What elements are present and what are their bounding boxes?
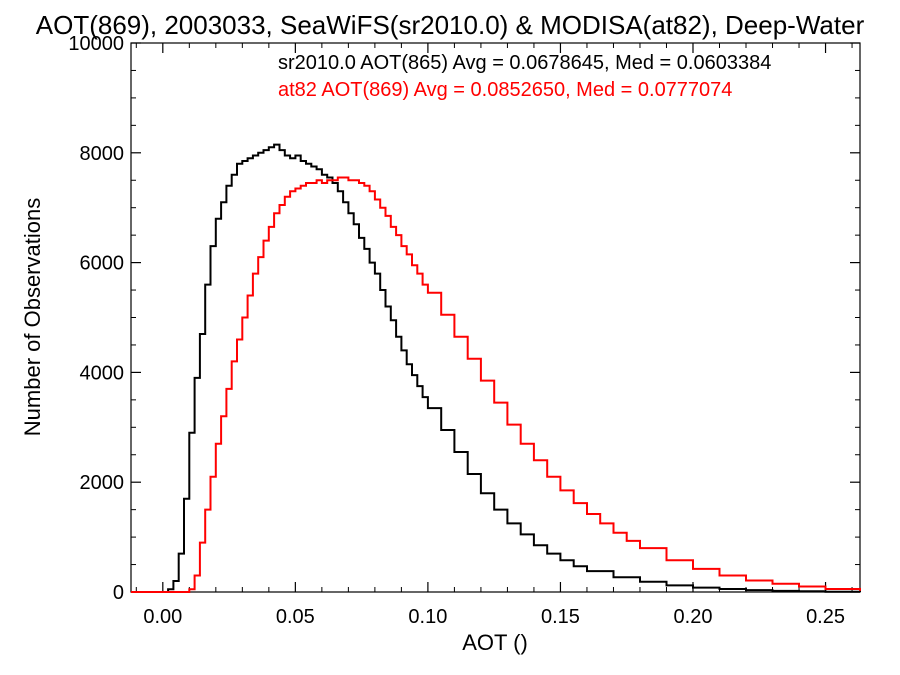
annotation-at82: at82 AOT(869) Avg = 0.0852650, Med = 0.0… [278, 79, 732, 101]
series-sr2010-line [131, 143, 861, 593]
annotation-sr2010: sr2010.0 AOT(865) Avg = 0.0678645, Med =… [278, 52, 771, 74]
x-tick-label: 0.25 [806, 606, 845, 628]
y-tick-label: 6000 [80, 253, 125, 275]
chart-title: AOT(869), 2003033, SeaWiFS(sr2010.0) & M… [36, 10, 865, 40]
x-axis-label: AOT () [462, 630, 528, 655]
y-tick-label: 0 [113, 582, 124, 604]
y-tick-label: 4000 [80, 362, 125, 384]
x-tick-label: 0.20 [674, 606, 713, 628]
series-at82-line [131, 176, 861, 593]
x-tick-label: 0.05 [276, 606, 315, 628]
axis-ticks: 0.00 0.05 0.10 0.15 0.20 0.25 0 2000 4000 6000 800… [68, 33, 860, 628]
y-tick-label: 2000 [80, 472, 125, 494]
series-lines [131, 143, 861, 593]
y-tick-label: 10000 [68, 33, 124, 55]
y-axis-label: Number of Observations [20, 198, 45, 436]
x-tick-label: 0.00 [143, 606, 182, 628]
x-tick-label: 0.10 [408, 606, 447, 628]
y-tick-label: 8000 [80, 143, 125, 165]
x-tick-label: 0.15 [541, 606, 580, 628]
